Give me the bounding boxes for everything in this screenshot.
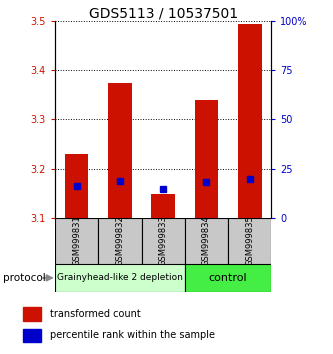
Text: transformed count: transformed count <box>50 309 141 319</box>
Text: GSM999831: GSM999831 <box>72 215 81 266</box>
Text: percentile rank within the sample: percentile rank within the sample <box>50 330 215 341</box>
Bar <box>238 24 262 218</box>
Bar <box>185 218 228 264</box>
Bar <box>228 218 271 264</box>
Bar <box>55 264 185 292</box>
Bar <box>142 218 185 264</box>
Text: Grainyhead-like 2 depletion: Grainyhead-like 2 depletion <box>57 273 183 282</box>
Bar <box>55 218 98 264</box>
Text: GSM999833: GSM999833 <box>159 215 168 266</box>
Bar <box>65 154 89 218</box>
Bar <box>194 100 218 218</box>
Bar <box>98 218 142 264</box>
Bar <box>185 264 271 292</box>
Bar <box>108 82 132 218</box>
Text: GSM999835: GSM999835 <box>245 215 254 266</box>
Title: GDS5113 / 10537501: GDS5113 / 10537501 <box>89 6 238 20</box>
Bar <box>23 329 41 342</box>
Text: control: control <box>209 273 247 283</box>
Text: GSM999832: GSM999832 <box>115 215 125 266</box>
Text: GSM999834: GSM999834 <box>202 215 211 266</box>
Bar <box>151 194 175 218</box>
Text: protocol: protocol <box>3 273 46 283</box>
Bar <box>23 307 41 321</box>
